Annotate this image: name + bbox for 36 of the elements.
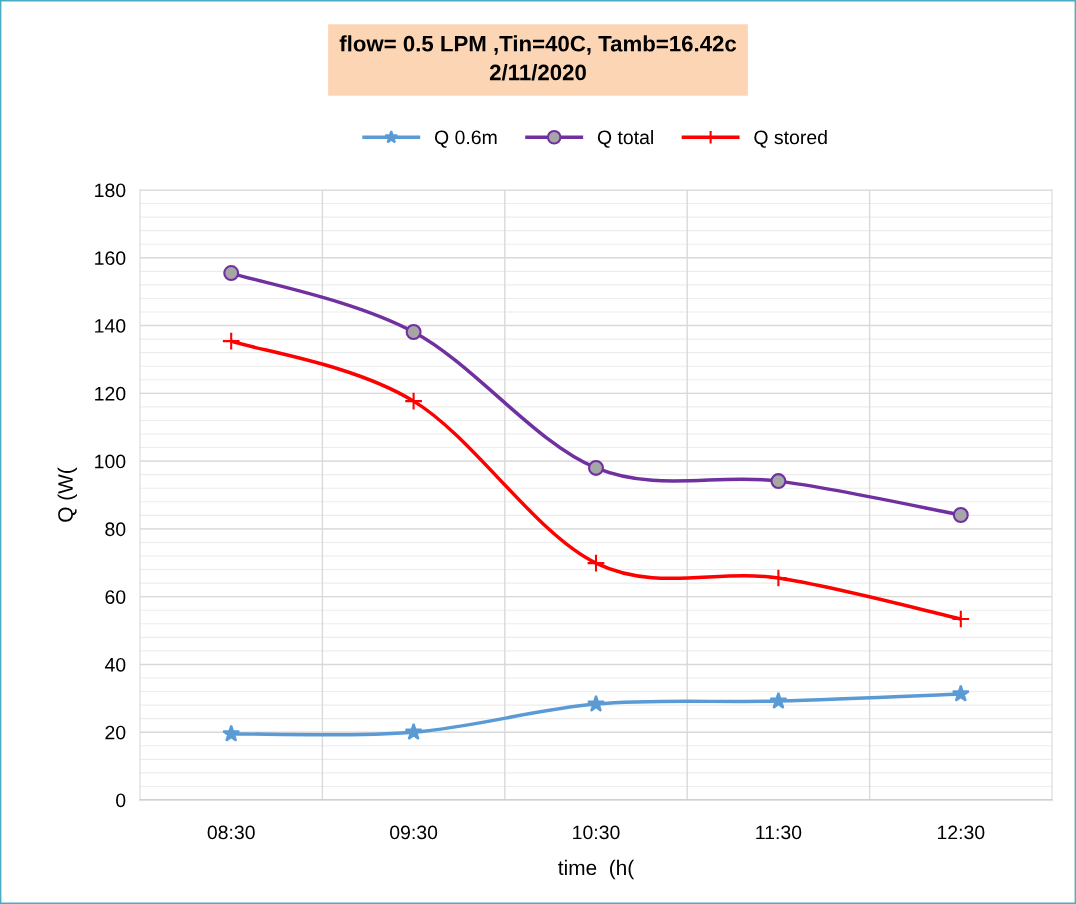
y-axis-title: Q (W(: [57, 467, 77, 522]
point: [222, 724, 241, 742]
y-tick-label: 60: [105, 590, 126, 604]
point: [588, 459, 604, 476]
legend-label: Q total: [597, 129, 653, 148]
y-tick-label: 160: [95, 251, 126, 266]
x-tick-label: 12:30: [937, 825, 985, 840]
point: [405, 324, 422, 340]
x-tick-label: 09:30: [390, 825, 438, 840]
x-axis-title: time (h(: [558, 859, 635, 880]
chart-title: flow= 0.5 LPM ,Tin=40C, Tamb=16.42c 2/11/2020: [339, 35, 737, 81]
point: [404, 722, 423, 740]
y-tick-label: 120: [95, 386, 126, 401]
point: [223, 265, 240, 282]
legend-label: Q stored: [754, 129, 827, 148]
x-tick-label: 08:30: [207, 825, 255, 840]
y-tick-label: 180: [95, 183, 126, 198]
x-tick-label: 10:30: [573, 825, 620, 840]
point: [221, 331, 241, 351]
y-tick-label: 100: [95, 454, 126, 469]
point: [951, 609, 971, 629]
y-tick-label: 20: [105, 725, 126, 740]
y-tick-label: 140: [95, 319, 126, 333]
point: [951, 684, 970, 702]
y-tick-label: 80: [105, 522, 126, 537]
y-tick-label: 0: [116, 793, 126, 808]
point: [587, 694, 605, 712]
point: [404, 391, 423, 411]
point: [952, 507, 969, 523]
x-tick-label: 11:30: [756, 825, 802, 840]
legend-label: Q 0.6m: [434, 130, 497, 148]
point: [770, 473, 787, 490]
y-tick-label: 40: [104, 657, 126, 672]
point: [769, 691, 788, 709]
point: [769, 568, 788, 588]
point: [586, 553, 606, 573]
